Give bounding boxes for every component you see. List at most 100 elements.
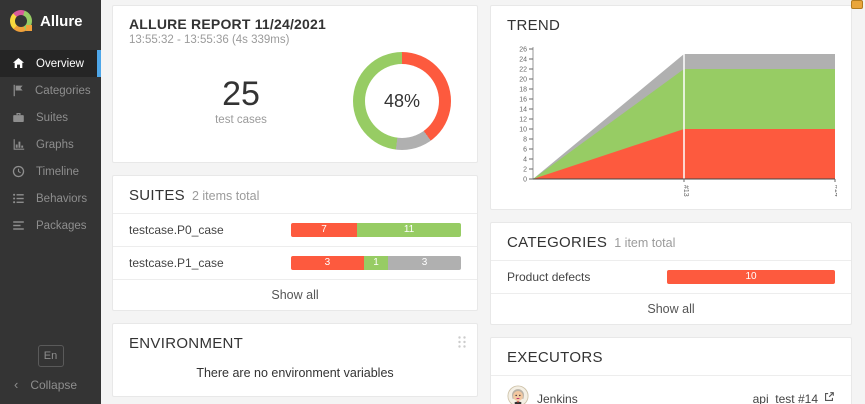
svg-text:24: 24 bbox=[519, 56, 527, 63]
svg-text:6: 6 bbox=[523, 146, 527, 153]
svg-text:16: 16 bbox=[519, 96, 527, 103]
categories-rows: Product defects 10 bbox=[491, 260, 851, 293]
executor-name: Jenkins bbox=[537, 391, 578, 404]
environment-card: ENVIRONMENT There are no environment var… bbox=[112, 323, 478, 397]
categories-title: CATEGORIES bbox=[507, 234, 608, 251]
stat-row-name: testcase.P1_case bbox=[129, 256, 224, 270]
total-count: 25 bbox=[222, 75, 260, 114]
stat-row[interactable]: testcase.P1_case 3 1 3 bbox=[113, 246, 477, 279]
chevron-left-icon: ‹ bbox=[14, 377, 19, 392]
status-donut-chart[interactable]: 48% bbox=[353, 52, 451, 150]
summary-card: ALLURE REPORT 11/24/2021 13:55:32 - 13:5… bbox=[112, 5, 478, 163]
bar-segment-failed: 7 bbox=[291, 223, 358, 237]
bar-segment-passed: 11 bbox=[357, 223, 461, 237]
corner-artifact-icon bbox=[851, 0, 863, 9]
right-column: TREND 0 2 4 6 8 10 12 14 16 18 20 22 24 26 #13 #14 CATE… bbox=[490, 5, 852, 404]
status-bar: 10 bbox=[667, 270, 835, 284]
executor-build-link[interactable]: api_test #14 bbox=[753, 391, 835, 404]
app-logo[interactable]: Allure bbox=[0, 0, 101, 42]
sidebar-bottom: En ‹ Collapse bbox=[0, 345, 101, 404]
active-indicator bbox=[97, 50, 101, 77]
graph-icon bbox=[12, 138, 26, 152]
suites-rows: testcase.P0_case 7 11 testcase.P1_case 3 1 3 bbox=[113, 213, 477, 279]
sidebar-item-packages[interactable]: Packages bbox=[0, 212, 101, 239]
svg-text:8: 8 bbox=[523, 136, 527, 143]
svg-text:14: 14 bbox=[519, 106, 527, 113]
main-content: ALLURE REPORT 11/24/2021 13:55:32 - 13:5… bbox=[101, 0, 865, 404]
stat-row-name: Product defects bbox=[507, 270, 591, 284]
sidebar-item-categories[interactable]: Categories bbox=[0, 77, 101, 104]
left-column: ALLURE REPORT 11/24/2021 13:55:32 - 13:5… bbox=[112, 5, 478, 404]
bar-segment-skipped: 3 bbox=[388, 256, 461, 270]
total-testcases: 25 test cases bbox=[129, 75, 353, 126]
svg-text:4: 4 bbox=[523, 156, 527, 163]
svg-text:0: 0 bbox=[523, 176, 527, 183]
allure-logo-icon bbox=[10, 10, 32, 32]
executors-title: EXECUTORS bbox=[507, 349, 603, 366]
categories-show-all[interactable]: Show all bbox=[491, 293, 851, 324]
environment-title: ENVIRONMENT bbox=[129, 335, 244, 352]
trend-title: TREND bbox=[507, 17, 561, 34]
sidebar-item-overview[interactable]: Overview bbox=[0, 50, 101, 77]
trend-card: TREND 0 2 4 6 8 10 12 14 16 18 20 22 24 26 #13 #14 bbox=[490, 5, 852, 210]
brand-name: Allure bbox=[40, 12, 83, 30]
suitcase-icon bbox=[12, 111, 26, 125]
svg-text:18: 18 bbox=[519, 86, 527, 93]
stat-row[interactable]: testcase.P0_case 7 11 bbox=[113, 213, 477, 246]
total-label: test cases bbox=[215, 113, 267, 126]
executor-row: Jenkins api_test #14 bbox=[491, 375, 851, 404]
collapse-label: Collapse bbox=[30, 377, 78, 392]
build-label: api_test #14 bbox=[752, 391, 818, 404]
bar-segment-passed: 1 bbox=[363, 256, 389, 270]
svg-text:2: 2 bbox=[523, 166, 527, 173]
clock-icon bbox=[12, 165, 26, 179]
bar-segment-failed: 10 bbox=[667, 270, 835, 284]
sidebar-item-suites[interactable]: Suites bbox=[0, 104, 101, 131]
jenkins-avatar bbox=[507, 385, 529, 404]
report-title: ALLURE REPORT 11/24/2021 bbox=[129, 16, 326, 32]
sidebar-nav: Overview Categories Suites Graphs Timeline Be… bbox=[0, 50, 101, 239]
stat-row-name: testcase.P0_case bbox=[129, 223, 224, 237]
svg-text:20: 20 bbox=[519, 76, 527, 83]
align-icon bbox=[12, 219, 26, 233]
sidebar: Allure Overview Categories Suites Graphs Tim… bbox=[0, 0, 101, 404]
suites-show-all[interactable]: Show all bbox=[113, 279, 477, 310]
status-bar: 7 11 bbox=[291, 223, 461, 237]
sidebar-item-timeline[interactable]: Timeline bbox=[0, 158, 101, 185]
sidebar-item-label: Categories bbox=[35, 84, 91, 97]
suites-title: SUITES bbox=[129, 187, 185, 204]
svg-text:#13: #13 bbox=[682, 185, 689, 197]
svg-text:10: 10 bbox=[519, 126, 527, 133]
sidebar-item-label: Timeline bbox=[36, 165, 80, 178]
list-icon bbox=[12, 192, 26, 206]
drag-handle-icon[interactable] bbox=[457, 335, 467, 354]
stat-row[interactable]: Product defects 10 bbox=[491, 260, 851, 293]
svg-text:22: 22 bbox=[519, 66, 527, 73]
sidebar-item-label: Graphs bbox=[36, 138, 74, 151]
sidebar-item-graphs[interactable]: Graphs bbox=[0, 131, 101, 158]
sidebar-item-behaviors[interactable]: Behaviors bbox=[0, 185, 101, 212]
categories-subtitle: 1 item total bbox=[614, 236, 676, 250]
collapse-button[interactable]: ‹ Collapse bbox=[0, 377, 101, 392]
donut-hole: 48% bbox=[365, 64, 439, 138]
sidebar-item-label: Packages bbox=[36, 219, 87, 232]
sidebar-item-label: Suites bbox=[36, 111, 68, 124]
categories-card: CATEGORIES 1 item total Product defects 1… bbox=[490, 222, 852, 325]
home-icon bbox=[12, 57, 26, 71]
svg-text:12: 12 bbox=[519, 116, 527, 123]
svg-text:26: 26 bbox=[519, 46, 527, 53]
flag-icon bbox=[12, 84, 25, 98]
executors-card: EXECUTORS Jenkins api_test #14 bbox=[490, 337, 852, 404]
language-button[interactable]: En bbox=[37, 345, 64, 367]
suites-card: SUITES 2 items total testcase.P0_case 7 11… bbox=[112, 175, 478, 311]
suites-subtitle: 2 items total bbox=[191, 189, 260, 203]
bar-segment-failed: 3 bbox=[291, 256, 364, 270]
external-link-icon bbox=[823, 391, 835, 404]
sidebar-item-label: Behaviors bbox=[36, 192, 88, 205]
report-time-range: 13:55:32 - 13:55:36 (4s 339ms) bbox=[129, 34, 290, 46]
pass-percentage: 48% bbox=[383, 90, 421, 111]
sidebar-item-label: Overview bbox=[36, 57, 84, 70]
svg-text:#14: #14 bbox=[833, 185, 837, 197]
